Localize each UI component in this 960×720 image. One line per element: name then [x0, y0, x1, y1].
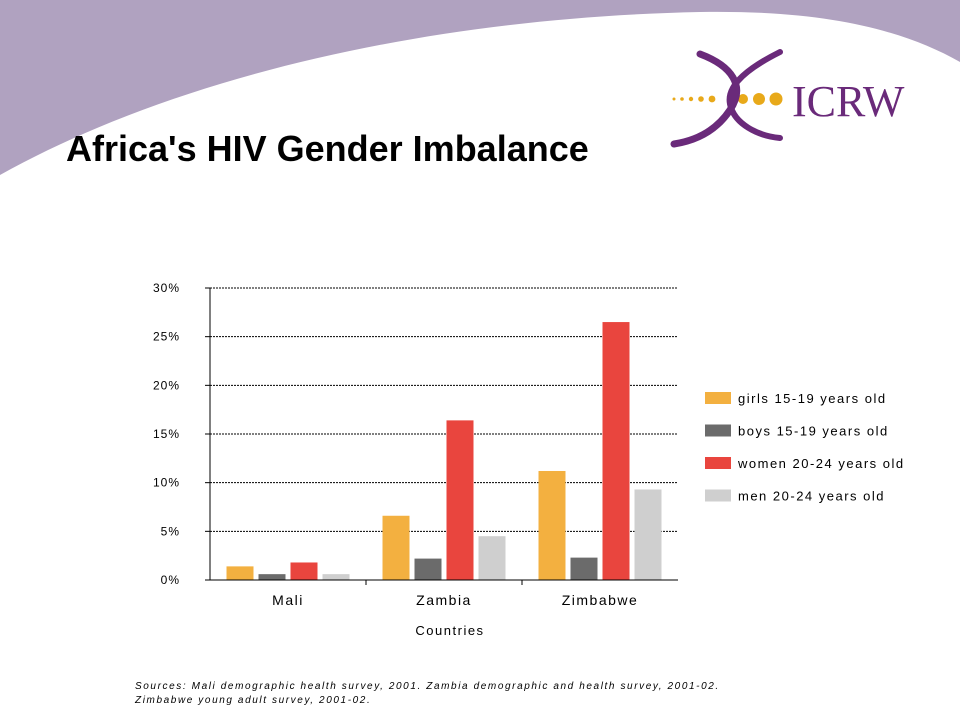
bar — [602, 322, 630, 580]
x-axis-title: Countries — [415, 623, 484, 638]
grid-lines — [210, 287, 678, 532]
logo-dot — [738, 94, 748, 104]
header-banner — [0, 0, 960, 175]
logo-dot — [698, 96, 704, 102]
logo-dot — [769, 92, 783, 106]
source-line: Sources: Mali demographic health survey,… — [135, 681, 720, 692]
legend-label: men 20-24 years old — [738, 489, 885, 504]
legend-label: boys 15-19 years old — [738, 424, 889, 439]
bar — [634, 489, 662, 580]
y-tick-label: 15% — [153, 427, 180, 441]
x-tick-label: Zambia — [416, 592, 472, 608]
y-tick-label: 30% — [153, 281, 180, 295]
bar — [446, 420, 474, 580]
y-tick-label: 20% — [153, 378, 180, 392]
y-tick-label: 10% — [153, 476, 180, 490]
y-tick-label: 0% — [161, 573, 180, 587]
legend-swatch — [705, 457, 731, 469]
logo-dot — [708, 95, 716, 103]
x-tick-label: Zimbabwe — [562, 592, 639, 608]
bar — [258, 574, 286, 580]
legend-swatch — [705, 489, 731, 502]
bar — [322, 574, 350, 580]
legend-label: women 20-24 years old — [737, 456, 905, 471]
page-title: Africa's HIV Gender Imbalance — [66, 128, 589, 169]
legend: girls 15-19 years old boys 15-19 years ol… — [705, 391, 905, 504]
y-tick-label: 5% — [161, 524, 180, 538]
header-banner-arc — [0, 0, 960, 175]
bar — [414, 558, 442, 580]
logo-dot — [672, 97, 676, 101]
x-tick-label: Mali — [272, 592, 304, 608]
logo-dot — [688, 96, 694, 102]
bar — [538, 470, 566, 580]
source-note: Sources: Mali demographic health survey,… — [135, 680, 720, 708]
bar — [290, 562, 318, 580]
logo-dot — [753, 93, 765, 105]
logo-helix-stroke — [726, 49, 783, 141]
x-axis: Mali Zambia Zimbabwe — [210, 579, 678, 608]
legend-swatch — [705, 424, 731, 437]
y-axis: 0% 5% 10% 15% 20% 25% 30% — [153, 281, 211, 587]
bar — [570, 557, 598, 580]
source-line: Zimbabwe young adult survey, 2001-02. — [135, 695, 372, 706]
logo-text: ICRW — [792, 77, 905, 126]
icrw-logo: ICRW — [670, 49, 905, 148]
legend-swatch — [705, 392, 731, 404]
bar — [226, 566, 254, 580]
bar — [382, 515, 410, 580]
bars — [226, 322, 662, 580]
bar — [478, 536, 506, 580]
y-tick-label: 25% — [153, 330, 180, 344]
logo-dot — [680, 97, 684, 101]
legend-label: girls 15-19 years old — [738, 391, 887, 406]
